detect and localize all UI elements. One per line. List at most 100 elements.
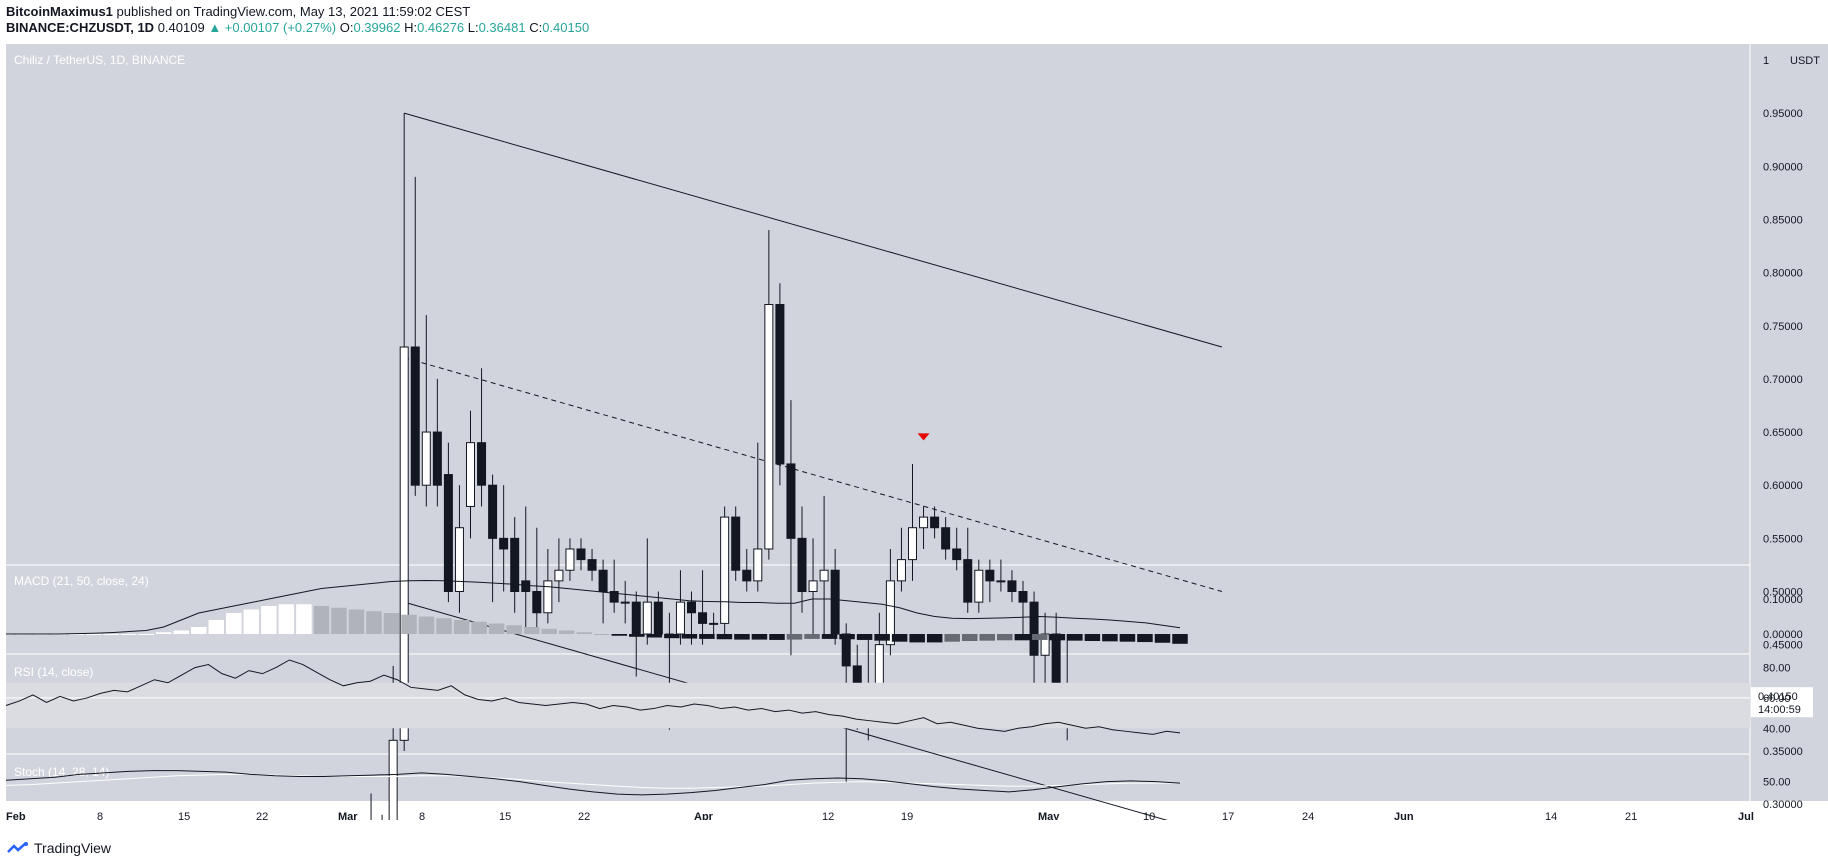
candle-body [399,346,409,741]
stoch-d-line [5,773,1180,789]
candle-body [742,569,752,582]
macd-histogram-bar [348,609,365,634]
macd-histogram-bar [523,627,540,634]
macd-histogram-bar [383,613,400,634]
candle-body [488,484,498,539]
macd-histogram-bar [226,613,242,634]
macd-histogram-bar [366,611,382,634]
candle-body [565,548,575,571]
macd-histogram-bar [331,607,347,634]
macd-histogram-bar [541,628,557,634]
open-label: O: [339,20,354,35]
macd-histogram-bar [436,618,452,634]
macd-histogram-bar [506,625,522,634]
date-tick-label: Jul [1738,811,1754,820]
macd-histogram-bar [751,634,768,640]
candle-body [687,601,696,614]
price-tick-label: 0.50000 [1763,587,1803,599]
macd-histogram-bar [155,632,172,634]
date-tick-label: 12 [822,811,834,820]
date-tick-label: 21 [1625,811,1637,820]
macd-histogram-bar [471,621,487,634]
macd-histogram-bar [208,620,225,634]
candle-body [963,559,973,603]
candle-body [410,346,420,486]
open-value: 0.39962 [353,20,401,35]
macd-histogram-bar [997,634,1013,641]
candle-body [642,601,652,635]
macd-histogram-bar [629,634,645,637]
date-tick-label: 8 [419,811,425,820]
macd-histogram-bar [261,606,277,634]
candle-body [952,548,962,561]
rsi-line [5,659,1181,735]
candle-body [1007,580,1017,592]
macd-histogram-bar [594,634,610,635]
macd-histogram-bar [558,630,575,634]
macd-histogram-bar [804,634,820,639]
price-tick-label: 0.30000 [1763,799,1803,811]
macd-histogram-bar [576,632,592,634]
macd-histogram-bar [926,634,943,643]
candle-body [1029,601,1039,656]
macd-histogram-bar [1172,634,1188,644]
tradingview-logo[interactable]: TradingView [6,840,111,856]
macd-histogram-bar [716,634,733,640]
price-change: ▲ +0.00107 (+0.27%) [208,20,337,35]
macd-histogram-bar [1014,634,1031,641]
macd-histogram-bar [138,634,154,635]
candle-body [598,569,608,592]
price-axis[interactable] [1750,44,1828,801]
date-tick-label: 15 [499,811,511,820]
date-tick-label: Feb [6,811,26,820]
low-value: 0.36481 [478,20,526,35]
close-label: C: [529,20,543,35]
macd-histogram-bar [103,634,119,635]
main-chart-title: Chiliz / TetherUS, 1D, BINANCE [14,53,185,67]
price-tick-label: 0.65000 [1763,427,1803,439]
macd-histogram-bar [891,634,908,642]
macd-histogram-bar [1137,634,1153,643]
candle-body [709,622,719,625]
macd-histogram-bar [909,634,925,643]
publish-line: BitcoinMaximus1 published on TradingView… [6,4,470,19]
macd-histogram-bar [68,634,84,635]
macd-histogram-bar [173,630,189,634]
macd-histogram-bar [874,634,890,641]
macd-histogram-bar [786,634,803,640]
price-tick-label: 0.90000 [1763,161,1803,173]
candle-body [388,739,398,820]
channel-upper-line [404,112,1223,348]
price-tick-label: 0.55000 [1763,533,1803,545]
date-tick-label: 22 [578,811,590,820]
candle-body [554,569,564,582]
macd-histogram-bar [839,634,855,640]
macd-histogram-bar [243,609,260,634]
macd-histogram-bar [488,623,505,634]
macd-histogram-bar [418,616,435,634]
candle-body [675,601,685,635]
candle-body [974,569,984,603]
macd-histogram-bar [699,634,715,639]
date-tick-label: 10 [1143,811,1155,820]
candle-body [631,601,641,635]
candle-body [421,431,431,486]
candle-body [620,601,630,604]
price-tag-bg [1751,687,1813,718]
author-name[interactable]: BitcoinMaximus1 [6,4,113,19]
date-tick-label: Mar [338,811,358,820]
price-tick-label: 0.45000 [1763,640,1803,652]
rsi-title: RSI (14, close) [14,665,93,679]
date-tick-label: 15 [178,811,190,820]
rsi-tick-label: 80.00 [1763,663,1791,675]
candle-body [477,442,487,486]
candle-body [764,303,774,550]
candle-body [830,569,840,635]
macd-histogram-bar [401,614,417,634]
candle-body [775,303,785,465]
price-tick-label: 0.35000 [1763,746,1803,758]
candle-body [753,548,763,582]
candle-body [698,612,708,624]
macd-title: MACD (21, 50, close, 24) [14,574,149,588]
candle-body [908,527,917,561]
